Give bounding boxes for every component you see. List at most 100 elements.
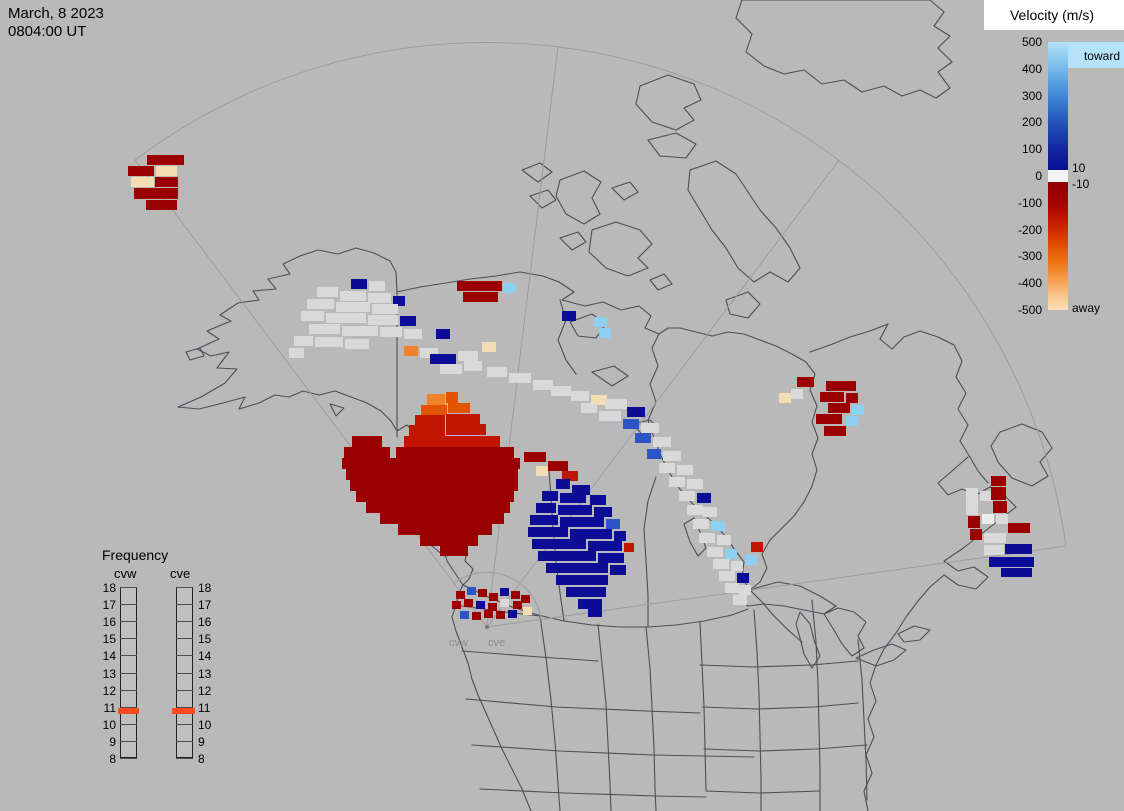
hudson-bay — [647, 327, 819, 591]
velocity-cell — [503, 283, 516, 293]
velocity-cell — [352, 436, 382, 447]
frequency-bar-tick-line — [176, 587, 193, 588]
velocity-cell — [440, 546, 468, 556]
velocity-cell — [336, 302, 370, 312]
state-borders — [454, 599, 868, 811]
frequency-tick-label-right: 13 — [198, 666, 212, 681]
velocity-tick-label: 400 — [1021, 61, 1042, 76]
velocity-cell — [464, 599, 473, 607]
velocity-cell — [610, 565, 626, 575]
velocity-cell — [340, 291, 366, 301]
velocity-cell — [797, 377, 814, 387]
velocity-cell — [826, 381, 856, 391]
frequency-tick-label-right: 12 — [198, 683, 212, 698]
velocity-cell — [307, 299, 334, 309]
frequency-tick-label-right: 10 — [198, 717, 212, 732]
velocity-cell — [350, 480, 518, 491]
velocity-tick-label: 300 — [1021, 88, 1042, 103]
velocity-cell — [463, 292, 498, 302]
velocity-cell — [984, 533, 1006, 543]
frequency-bar-tick-line — [176, 689, 193, 691]
velocity-cell — [446, 392, 458, 403]
velocity-cell — [566, 587, 606, 597]
velocity-cell — [482, 342, 496, 352]
velocity-cell — [456, 591, 465, 599]
velocity-tick-label: -500 — [1017, 303, 1042, 317]
velocity-cell — [421, 405, 447, 415]
velocity-cell — [315, 337, 343, 347]
velocity-cell — [464, 361, 482, 371]
frequency-tick-label-right: 8 — [198, 752, 205, 766]
velocity-cell — [581, 403, 597, 413]
frequency-tick-label-left: 17 — [102, 598, 116, 613]
velocity-title-panel: Velocity (m/s) — [984, 0, 1124, 30]
velocity-cell — [487, 367, 507, 377]
velocity-cell — [147, 155, 184, 165]
colorbar-toward — [1048, 42, 1068, 170]
velocity-cell — [489, 593, 498, 601]
frequency-tick-label-left: 15 — [102, 632, 116, 647]
velocity-cell — [294, 336, 313, 346]
velocity-cell — [488, 603, 497, 611]
velocity-cell — [816, 414, 842, 424]
velocity-cell — [653, 437, 671, 447]
time-text: 0804:00 UT — [8, 23, 87, 40]
velocity-cell — [524, 452, 546, 462]
velocity-cell — [400, 316, 416, 326]
velocity-cell — [134, 188, 178, 199]
frequency-tick-label-right: 9 — [198, 734, 205, 749]
frequency-tick-label-right: 17 — [198, 598, 212, 613]
radar-site-label-east: cve — [488, 637, 505, 649]
velocity-cell — [380, 513, 504, 524]
velocity-cell — [530, 515, 558, 525]
fan-edge-inner-2 — [486, 159, 840, 628]
velocity-cell — [989, 557, 1034, 567]
velocity-cell — [404, 329, 422, 339]
velocity-cell — [131, 177, 154, 187]
fan-edge-inner-1 — [486, 45, 559, 628]
velocity-cell — [693, 519, 709, 529]
toward-label: toward — [1083, 49, 1120, 63]
frequency-bar-tick-line — [120, 621, 137, 623]
frequency-active-marker-cvw — [118, 708, 139, 714]
velocity-cell — [317, 287, 338, 297]
timestamp-block: March, 8 2023 0804:00 UT — [8, 5, 104, 41]
velocity-cell — [745, 555, 757, 565]
colorbar-zero-band — [1048, 170, 1068, 182]
velocity-cell — [627, 407, 645, 417]
velocity-cell — [982, 514, 994, 524]
velocity-cell — [846, 416, 858, 426]
velocity-cell — [588, 609, 602, 617]
velocity-cell — [707, 547, 723, 557]
velocity-cell — [606, 519, 620, 529]
velocity-cell — [725, 583, 739, 593]
frequency-legend-title: Frequency — [102, 547, 169, 563]
coastline-alaska-west — [177, 255, 398, 432]
velocity-cell — [824, 426, 846, 436]
frequency-bar-tick-line — [176, 740, 193, 742]
velocity-cell — [396, 447, 514, 458]
velocity-cell — [687, 479, 703, 489]
velocity-cell — [345, 339, 369, 349]
velocity-cell — [478, 589, 487, 597]
velocity-cell — [733, 595, 747, 605]
fan-min-range-arc — [453, 571, 542, 620]
velocity-cell — [128, 166, 154, 176]
velocity-cell — [342, 458, 520, 469]
velocity-cell — [452, 601, 461, 609]
velocity-cell — [556, 575, 608, 585]
velocity-cell — [528, 527, 568, 537]
velocity-cell — [289, 348, 304, 358]
velocity-cell — [993, 501, 1007, 513]
velocity-cell — [562, 471, 578, 481]
colorbar-away — [1048, 182, 1068, 310]
frequency-tick-label-left: 11 — [103, 700, 116, 715]
frequency-column-label-cvw: cvw — [114, 566, 137, 581]
velocity-cell — [677, 465, 693, 475]
velocity-cell — [737, 573, 749, 583]
frequency-bar-tick-line — [120, 604, 137, 606]
velocity-cell — [155, 177, 178, 187]
velocity-cell — [508, 610, 517, 618]
